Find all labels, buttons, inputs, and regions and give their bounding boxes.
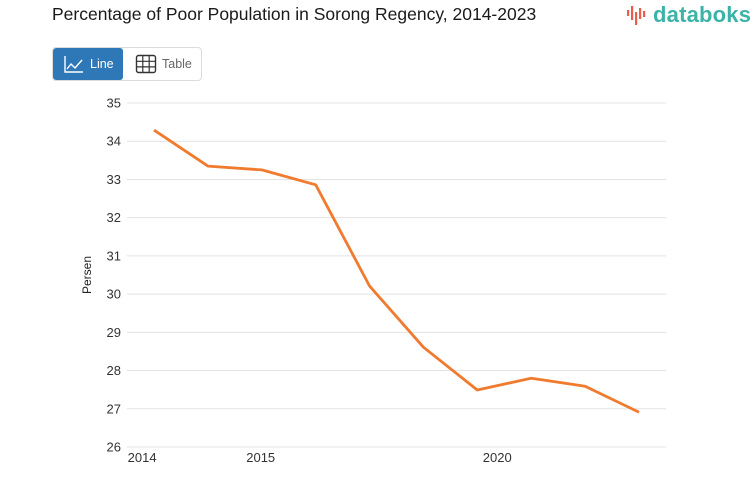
x-tick-label: 2015	[246, 450, 275, 465]
series-line	[153, 128, 640, 414]
table-view-button[interactable]: Table	[123, 48, 192, 80]
chart-title: Percentage of Poor Population in Sorong …	[52, 4, 537, 24]
x-tick-label: 2014	[128, 450, 157, 465]
line-view-button[interactable]: Line	[53, 48, 123, 80]
y-axis-ticks: 26 27 28 29 30 31 32 33 34 35	[107, 96, 121, 455]
y-tick-label: 31	[107, 248, 121, 263]
table-view-label: Table	[162, 57, 192, 71]
y-tick-label: 26	[107, 440, 121, 455]
x-tick-label: 2020	[483, 450, 512, 465]
y-tick-label: 27	[107, 401, 121, 416]
y-tick-label: 32	[107, 210, 121, 225]
line-view-label: Line	[90, 57, 114, 71]
brand-bars-icon	[627, 6, 646, 25]
y-tick-label: 33	[107, 172, 121, 187]
y-axis-label: Persen	[80, 256, 94, 294]
y-tick-label: 34	[107, 134, 121, 149]
y-tick-label: 28	[107, 363, 121, 378]
x-axis-ticks: 2014 2015 2020	[128, 450, 512, 465]
brand-name: databoks	[653, 2, 752, 27]
gridlines	[127, 102, 666, 448]
view-toggle: Line Table	[52, 47, 202, 81]
table-grid-icon	[135, 54, 157, 74]
line-chart-icon	[64, 56, 83, 73]
databoks-logo[interactable]: databoks	[626, 2, 751, 28]
y-tick-label: 29	[107, 325, 121, 340]
y-tick-label: 35	[107, 96, 121, 111]
y-tick-label: 30	[107, 287, 121, 302]
series-persen	[153, 128, 640, 414]
